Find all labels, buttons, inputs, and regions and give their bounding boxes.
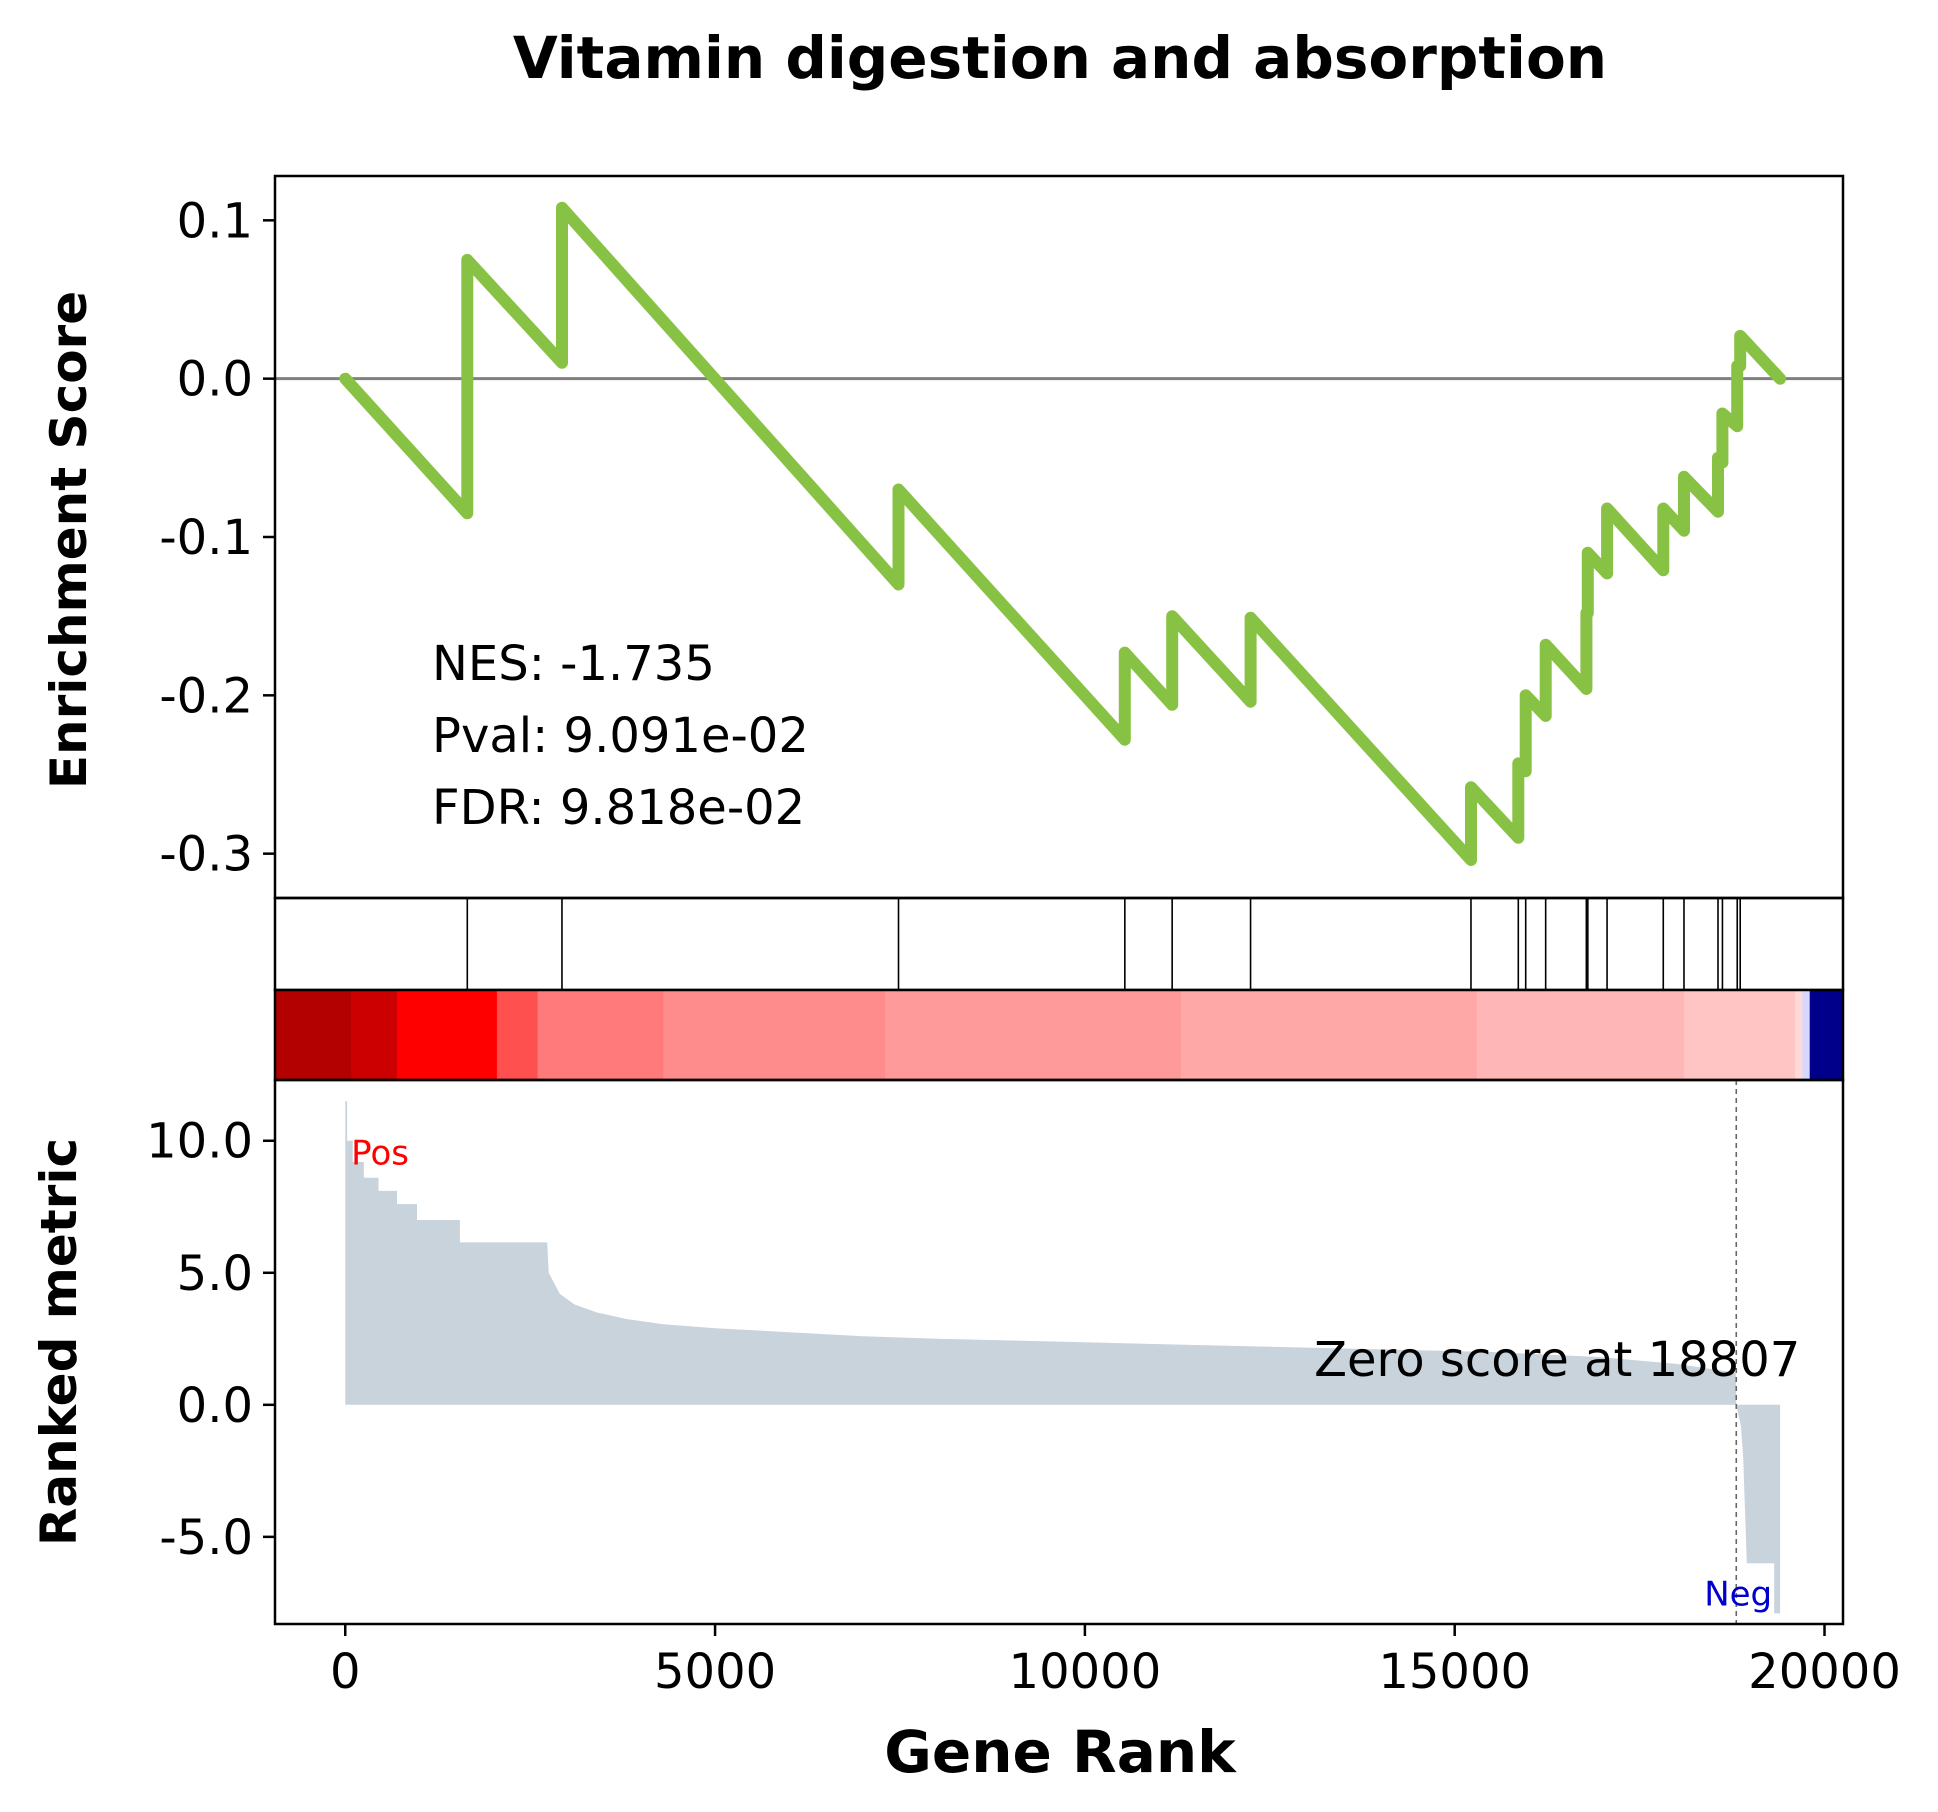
es-y-tick-label: 0.1	[177, 193, 253, 249]
gene-hits-panel	[273, 896, 1845, 992]
x-axis: 0 5000 10000 15000 20000	[330, 1624, 1901, 1700]
neg-label: Neg	[1704, 1575, 1772, 1615]
pos-label: Pos	[351, 1134, 409, 1174]
zero-score-label: Zero score at 18807	[1314, 1332, 1800, 1388]
es-y-tick-label: 0.0	[177, 352, 253, 408]
heat-strip-cell	[1683, 990, 1796, 1080]
heat-strip-cell	[275, 990, 352, 1080]
es-y-axis: -0.3 -0.2 -0.1 0.0 0.1	[159, 193, 275, 883]
heat-strip-cell	[397, 990, 498, 1080]
heat-strip-cell	[885, 990, 1182, 1080]
x-axis-label: Gene Rank	[884, 1718, 1237, 1786]
heat-strip-cell	[1794, 990, 1804, 1080]
es-y-tick-label: -0.2	[159, 668, 253, 724]
ranked-metric-panel: Zero score at 18807 Pos Neg -5.0 0.0 5.0 10…	[146, 1078, 1901, 1700]
heat-strip-cell	[351, 990, 398, 1080]
ranked-metric-axis-label: Ranked metric	[30, 1138, 88, 1546]
heat-strip-cell	[496, 990, 539, 1080]
es-y-tick-label: -0.1	[159, 510, 253, 566]
pval-value: Pval: 9.091e-02	[432, 708, 809, 764]
rank-y-tick-label: 5.0	[177, 1246, 253, 1302]
fdr-value: FDR: 9.818e-02	[432, 780, 805, 836]
x-tick-label: 15000	[1378, 1644, 1531, 1700]
x-tick-label: 10000	[1009, 1644, 1162, 1700]
heat-strip-cell	[1181, 990, 1478, 1080]
enrichment-score-line	[339, 201, 1787, 866]
ranked-y-axis: -5.0 0.0 5.0 10.0	[146, 1114, 275, 1566]
es-stats-box: NES: -1.735 Pval: 9.091e-02 FDR: 9.818e-…	[432, 636, 809, 836]
ranked-panel-frame	[273, 1078, 1845, 1626]
rank-heat-strip	[273, 988, 1845, 1082]
enrichment-score-panel: NES: -1.735 Pval: 9.091e-02 FDR: 9.818e-…	[159, 174, 1845, 900]
nes-value: NES: -1.735	[432, 636, 715, 692]
es-axis-label: Enrichment Score	[40, 291, 98, 789]
heat-strip-cell	[1802, 990, 1811, 1080]
rank-y-tick-label: 0.0	[177, 1378, 253, 1434]
rank-y-tick-label: 10.0	[146, 1114, 253, 1170]
heat-strip-cell	[663, 990, 886, 1080]
heat-strip-cell	[537, 990, 665, 1080]
x-tick-label: 0	[330, 1644, 361, 1700]
x-tick-label: 20000	[1748, 1644, 1901, 1700]
ranked-metric-area	[345, 1101, 1781, 1614]
x-tick-label: 5000	[654, 1644, 776, 1700]
heat-strip-cell	[1809, 990, 1844, 1080]
chart-title: Vitamin digestion and absorption	[513, 24, 1607, 92]
es-y-tick-label: -0.3	[159, 827, 253, 883]
rank-y-tick-label: -5.0	[159, 1510, 253, 1566]
heat-strip-cell	[1476, 990, 1685, 1080]
